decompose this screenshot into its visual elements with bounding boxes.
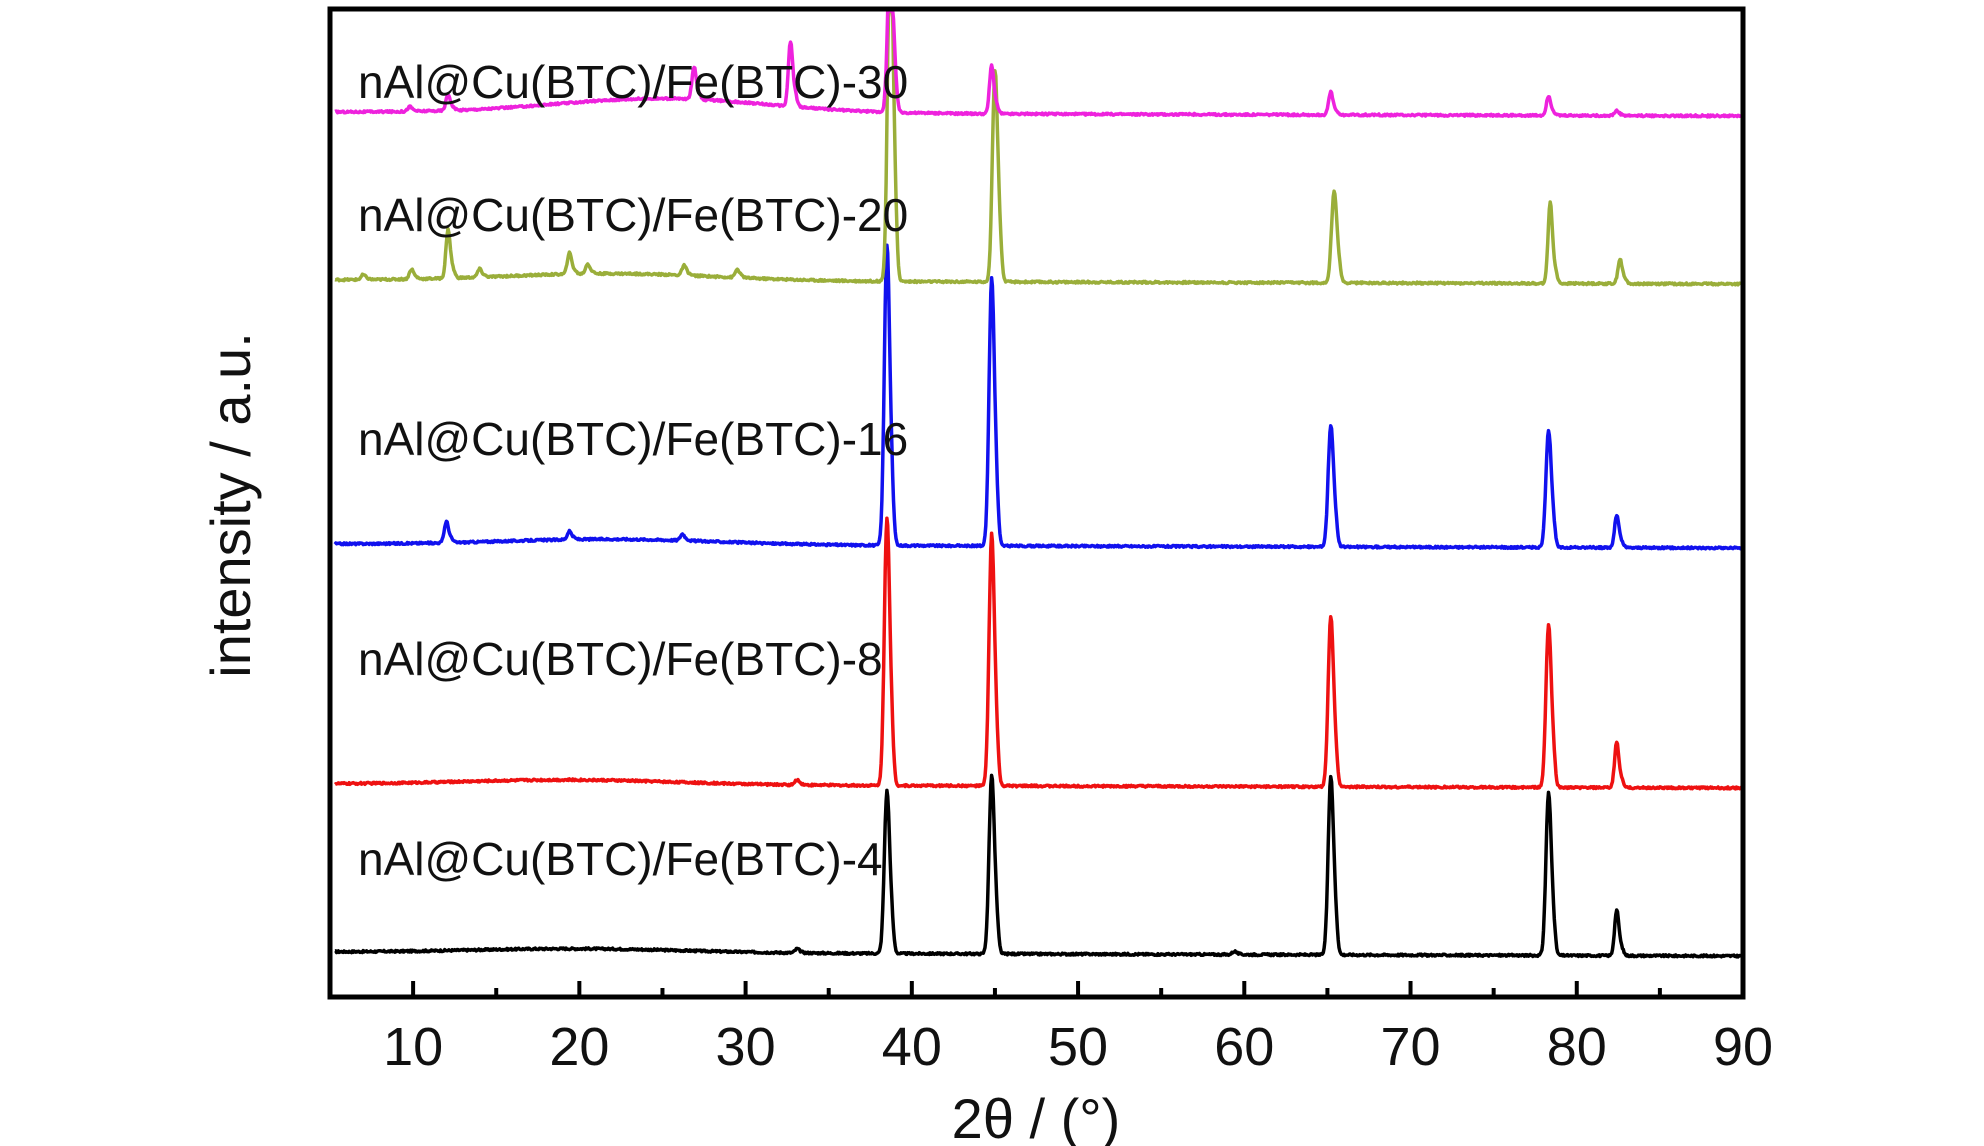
plot-frame <box>327 6 1746 1000</box>
x-tick-label-70: 70 <box>1380 1017 1440 1077</box>
x-tick-label-10: 10 <box>383 1017 443 1077</box>
x-tick-label-80: 80 <box>1547 1017 1607 1077</box>
x-tick-label-90: 90 <box>1713 1017 1773 1077</box>
series-label-4: nAl@Cu(BTC)/Fe(BTC)-20 <box>358 189 908 241</box>
x-tick-label-50: 50 <box>1048 1017 1108 1077</box>
series-label-1: nAl@Cu(BTC)/Fe(BTC)-4 <box>358 833 883 885</box>
series-line-4 <box>334 9 1745 287</box>
series-line-2 <box>333 516 1744 791</box>
x-tick-label-20: 20 <box>549 1017 609 1077</box>
series-line-5 <box>334 9 1744 119</box>
series-label-5: nAl@Cu(BTC)/Fe(BTC)-30 <box>358 56 908 108</box>
x-tick-label-30: 30 <box>716 1017 776 1077</box>
y-axis-title: intensity / a.u. <box>199 332 262 678</box>
x-tick-label-40: 40 <box>882 1017 942 1077</box>
x-tick-label-60: 60 <box>1214 1017 1274 1077</box>
series-label-2: nAl@Cu(BTC)/Fe(BTC)-8 <box>358 633 883 685</box>
x-axis-ticks <box>411 981 1745 997</box>
x-axis-tick-labels: 10 20 30 40 50 60 70 80 90 <box>383 1017 1773 1077</box>
x-axis-title: 2θ / (°) <box>952 1087 1121 1146</box>
series-line-1 <box>334 773 1745 959</box>
series-label-3: nAl@Cu(BTC)/Fe(BTC)-16 <box>358 413 908 465</box>
series-line-3 <box>333 243 1744 551</box>
series-traces <box>333 9 1745 959</box>
series-labels: nAl@Cu(BTC)/Fe(BTC)-4 nAl@Cu(BTC)/Fe(BTC)… <box>358 56 908 885</box>
